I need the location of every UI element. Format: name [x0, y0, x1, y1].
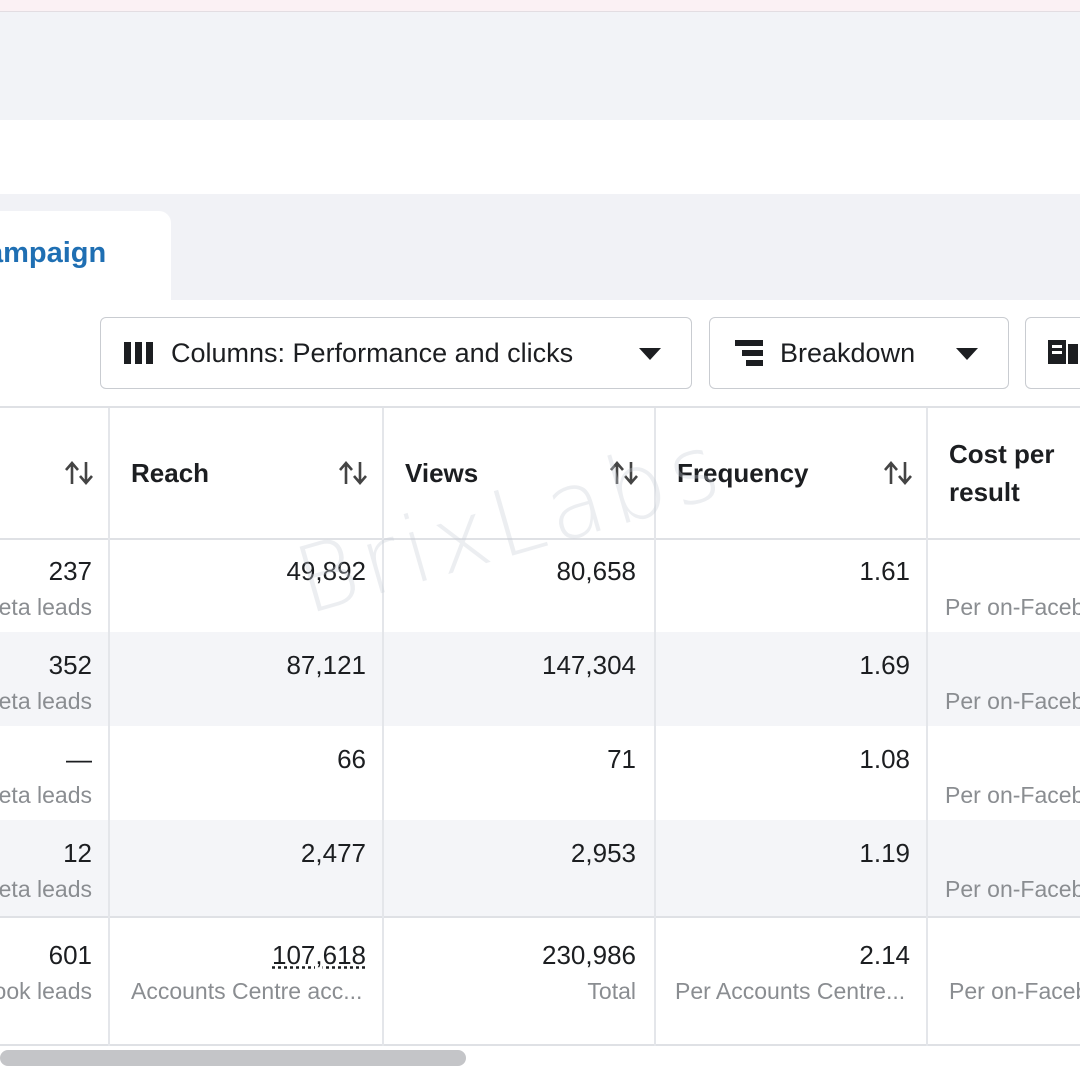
- sort-arrows-icon[interactable]: [338, 460, 368, 491]
- table-row[interactable]: [0, 538, 1080, 632]
- header-reach[interactable]: Reach: [131, 457, 210, 488]
- page-header-band: [0, 12, 1080, 120]
- caret-down-icon: [956, 348, 978, 360]
- cell-views: 2,953: [570, 838, 636, 868]
- total-reach: 107,618: [272, 940, 366, 970]
- total-divider: [0, 916, 1080, 918]
- cell-frequency: 1.69: [859, 650, 910, 680]
- export-button[interactable]: [1025, 317, 1080, 389]
- total-views-type: Total: [587, 978, 636, 1004]
- tabs-bar: [0, 194, 1080, 300]
- table-row[interactable]: [0, 632, 1080, 726]
- column-divider: [654, 408, 656, 1046]
- table-bottom-border: [0, 1044, 1080, 1046]
- spacer: [0, 120, 1080, 194]
- total-frequency-type: Per Accounts Centre...: [675, 978, 906, 1004]
- columns-button[interactable]: Columns: Performance and clicks: [100, 317, 692, 389]
- cell-results: 352: [48, 650, 92, 680]
- cell-cost-type: Per on-Facebook lead: [945, 782, 1080, 808]
- cell-results-type: Meta leads: [0, 688, 92, 714]
- cell-views: 71: [607, 744, 636, 774]
- table-total-row: [0, 916, 1080, 1046]
- cell-results-type: Meta leads: [0, 594, 92, 620]
- header-frequency[interactable]: Frequency: [677, 457, 809, 488]
- cell-reach: 87,121: [286, 650, 366, 680]
- cell-reach: 49,892: [286, 556, 366, 586]
- total-results-type: On-Facebook leads: [0, 978, 92, 1004]
- cell-frequency: 1.61: [859, 556, 910, 586]
- cell-results-type: Meta leads: [0, 876, 92, 902]
- cell-frequency: 1.08: [859, 744, 910, 774]
- sort-arrows-icon[interactable]: [883, 460, 913, 491]
- breakdown-icon: [734, 339, 764, 367]
- column-divider: [108, 408, 110, 1046]
- cell-cost-type: Per on-Facebook lead: [945, 594, 1080, 620]
- cell-results-type: Meta leads: [0, 782, 92, 808]
- header-divider: [0, 538, 1080, 540]
- total-results: 601: [48, 940, 92, 970]
- browser-top-strip: [0, 0, 1080, 12]
- breakdown-button-label: Breakdown: [780, 337, 916, 368]
- header-cost-per-result[interactable]: Cost per result: [949, 439, 1055, 507]
- header-views[interactable]: Views: [405, 457, 479, 488]
- column-divider: [926, 408, 928, 1046]
- total-frequency: 2.14: [859, 940, 910, 970]
- breakdown-button[interactable]: Breakdown: [709, 317, 1009, 389]
- total-views: 230,986: [542, 940, 636, 970]
- cell-results: 237: [48, 556, 92, 586]
- cell-views: 80,658: [556, 556, 636, 586]
- total-cost-type: Per on-Facebook lead: [949, 978, 1080, 1004]
- cell-views: 147,304: [542, 650, 636, 680]
- table-row[interactable]: [0, 820, 1080, 916]
- cell-frequency: 1.19: [859, 838, 910, 868]
- tab-campaign-label: Campaign: [0, 237, 107, 269]
- caret-down-icon: [639, 348, 661, 360]
- table-row[interactable]: [0, 726, 1080, 820]
- cell-results: —: [66, 744, 92, 774]
- cell-cost-type: Per on-Facebook lead: [945, 876, 1080, 902]
- total-reach-type: Accounts Centre acc...: [131, 978, 363, 1004]
- cell-reach: 66: [337, 744, 366, 774]
- columns-button-label: Columns: Performance and clicks: [171, 337, 574, 368]
- cell-cost-type: Per on-Facebook lead: [945, 688, 1080, 714]
- cell-reach: 2,477: [300, 838, 366, 868]
- column-divider: [382, 408, 384, 1046]
- tab-campaign[interactable]: [0, 211, 171, 303]
- campaign-table: Reach Views Frequency Cost per result 23…: [0, 406, 1080, 1046]
- export-icon: [1046, 338, 1080, 368]
- sort-arrows-icon[interactable]: [64, 460, 94, 491]
- horizontal-scrollbar[interactable]: [0, 1050, 466, 1066]
- columns-icon: [123, 341, 155, 365]
- cell-results: 12: [63, 838, 92, 868]
- sort-arrows-icon[interactable]: [609, 460, 639, 491]
